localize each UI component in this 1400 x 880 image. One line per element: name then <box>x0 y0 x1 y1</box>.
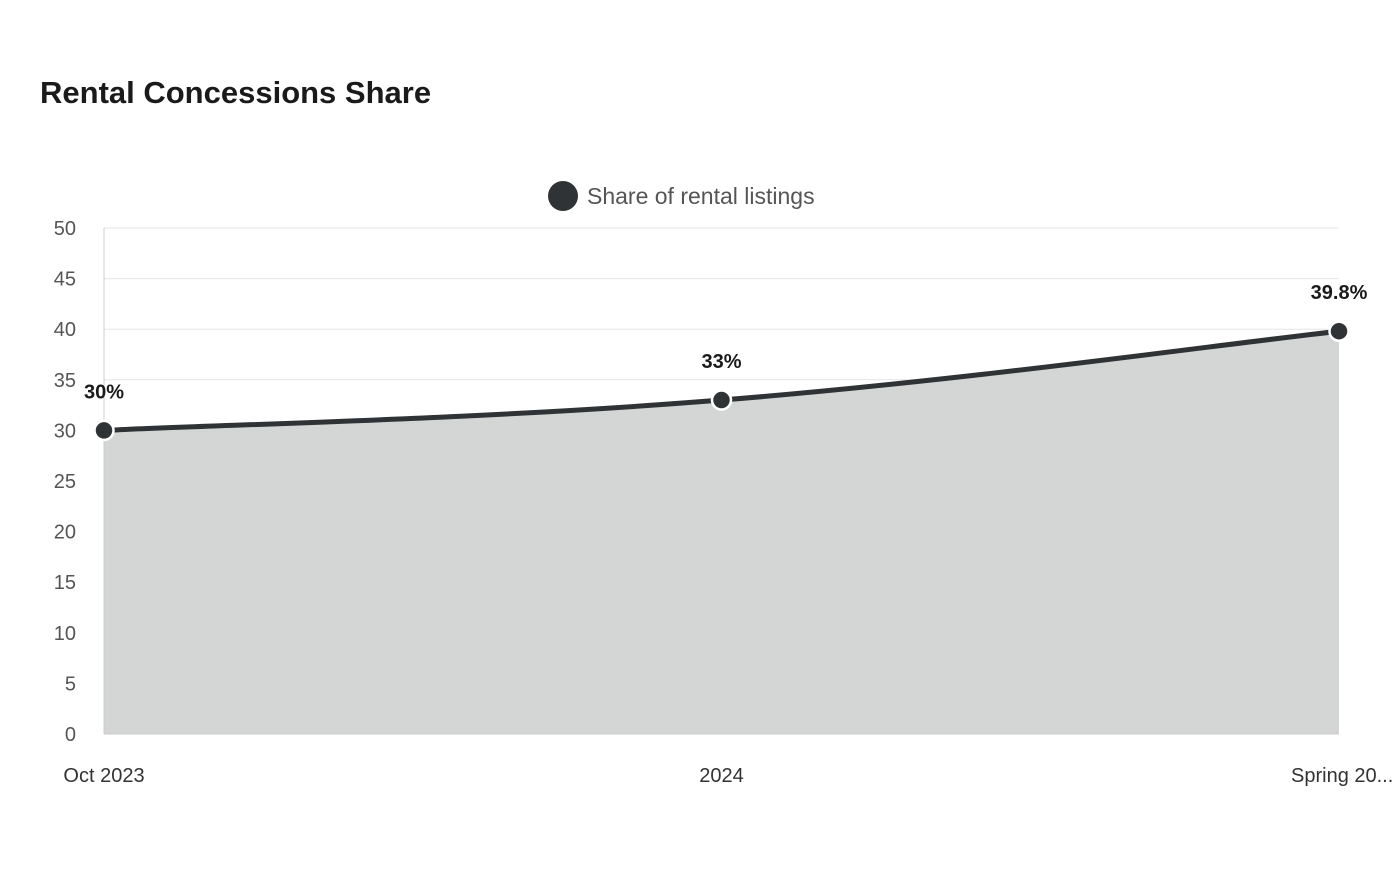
series-area <box>104 331 1339 734</box>
x-axis-ticks: Oct 2023 2024 Spring 20... <box>63 765 1393 787</box>
y-tick-label: 20 <box>54 522 76 544</box>
axes <box>103 228 1339 735</box>
data-point-marker[interactable] <box>1328 320 1350 342</box>
y-tick-label: 40 <box>54 319 76 341</box>
y-tick-label: 25 <box>54 471 76 493</box>
x-tick-label: 2024 <box>699 765 744 787</box>
x-tick-label: Oct 2023 <box>63 765 144 787</box>
y-tick-label: 0 <box>65 724 76 746</box>
chart-title: Rental Concessions Share <box>40 75 432 110</box>
legend-label-share-of-rental-listings[interactable]: Share of rental listings <box>587 183 815 209</box>
y-axis-ticks: 0 5 10 15 20 25 30 35 40 45 50 <box>54 218 76 746</box>
series-area-fill <box>104 331 1339 734</box>
data-labels: 30% 33% 39.8% <box>84 282 1368 403</box>
y-tick-label: 30 <box>54 420 76 442</box>
data-point-marker[interactable] <box>710 389 733 411</box>
legend[interactable]: Share of rental listings <box>548 181 815 211</box>
y-tick-label: 5 <box>65 673 76 695</box>
markers <box>93 320 1350 442</box>
y-tick-label: 10 <box>54 623 76 645</box>
y-tick-label: 35 <box>54 370 76 392</box>
y-tick-label: 15 <box>54 572 76 594</box>
x-tick-label: Spring 20... <box>1291 765 1393 787</box>
data-label: 33% <box>701 351 741 373</box>
legend-swatch[interactable] <box>548 181 578 211</box>
y-tick-label: 50 <box>54 218 76 240</box>
y-tick-label: 45 <box>54 269 76 291</box>
data-label: 30% <box>84 381 124 403</box>
data-point-marker[interactable] <box>93 419 115 442</box>
data-label: 39.8% <box>1311 282 1368 304</box>
